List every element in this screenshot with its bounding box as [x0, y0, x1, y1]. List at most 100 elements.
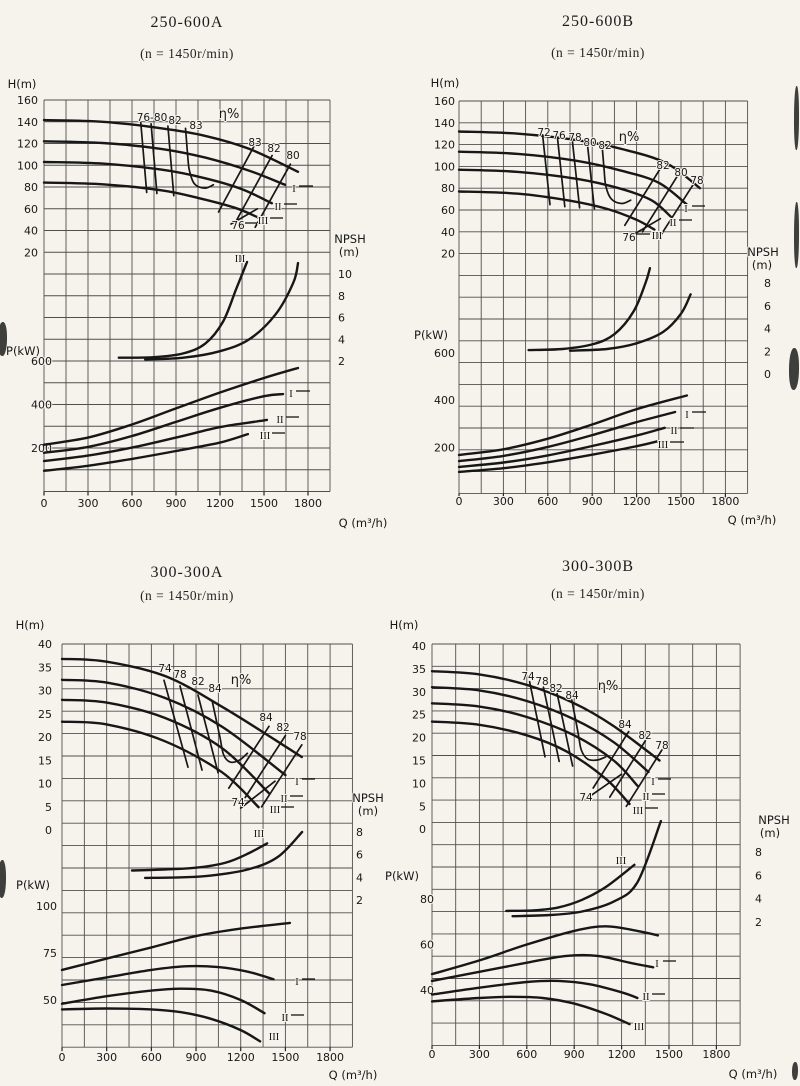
q-tick-300: 300 [78, 497, 99, 510]
curve-eff-78-right [657, 181, 696, 240]
q-tick-0: 0 [41, 497, 48, 510]
h-tick-25: 25 [412, 709, 426, 722]
n-tick-8: 8 [338, 290, 345, 303]
n-axis-label: NPSH [758, 813, 790, 827]
q-tick-600: 600 [516, 1048, 537, 1061]
curve-HQ-I [430, 686, 650, 774]
annotation-78: 78 [568, 132, 581, 144]
annotation-74: 74 [231, 797, 245, 809]
h-tick-40: 40 [24, 225, 38, 238]
annotation-III: III [270, 805, 281, 816]
annotation-I: I [651, 777, 655, 788]
n-axis-label: NPSH [334, 232, 366, 246]
q-tick-1800: 1800 [702, 1048, 730, 1061]
annotation-II: II [671, 426, 678, 437]
q-tick-900: 900 [166, 497, 187, 510]
h-tick-15: 15 [412, 755, 426, 768]
annotation-78: 78 [293, 731, 306, 743]
q-tick-0: 0 [429, 1048, 436, 1061]
n-axis-label-unit: (m) [339, 245, 359, 259]
annotation-78: 78 [690, 175, 703, 187]
curve-eff-82-left [167, 125, 175, 197]
n-axis-label-unit: (m) [358, 804, 378, 818]
curve-HQ-II [457, 168, 672, 218]
curve-eff-82-right [236, 154, 273, 221]
p-tick-600: 600 [434, 347, 455, 360]
q-tick-1800: 1800 [711, 495, 739, 508]
annotation-74: 74 [579, 792, 593, 804]
curve-P-III [42, 432, 250, 472]
curve-eff-82-contour [600, 141, 632, 205]
h-axis-label: H(m) [390, 618, 419, 632]
annotation-III: III [652, 231, 663, 242]
h-tick-140: 140 [17, 116, 38, 129]
curve-HQ-II [430, 702, 639, 787]
p-tick-200: 200 [434, 441, 455, 454]
curve-P-III [60, 1007, 262, 1043]
h-tick-160: 160 [434, 95, 455, 108]
p-tick-400: 400 [31, 399, 52, 412]
curve-NPSH-III [117, 260, 249, 359]
q-axis-label: Q (m³/h) [728, 513, 777, 527]
q-tick-1500: 1500 [250, 497, 278, 510]
grid [431, 643, 741, 1046]
annotation-I: I [292, 184, 296, 195]
annotation-II: II [643, 992, 650, 1003]
curve-eff-80-right [641, 174, 679, 233]
annotation-II: II [282, 1013, 289, 1024]
h-tick-20: 20 [412, 732, 426, 745]
h-tick-40: 40 [412, 640, 426, 653]
annotation-80: 80 [583, 137, 596, 149]
curve-P-top [457, 394, 689, 457]
chart-title-300-300A: 300-300A [150, 564, 224, 581]
n-tick-8: 8 [764, 277, 771, 290]
curve-HQ-II [60, 698, 271, 795]
annotation-84: 84 [565, 690, 579, 702]
curve-eff-78-right [260, 744, 303, 808]
curve-eff-80-right [254, 163, 292, 229]
chart-250-600A: 0 300 600 900 1200 1500 1800 Q (m³/h) 160 140 120 1… [5, 76, 388, 531]
h-tick-10: 10 [412, 777, 426, 790]
chart-speed-250-600B: (n = 1450r/min) [551, 45, 645, 60]
curve-eff-76-left [556, 136, 566, 208]
curve-HQ-top [42, 118, 300, 173]
annotation-76: 76 [231, 220, 245, 232]
annotation-III: III [658, 440, 669, 451]
annotation-I: I [289, 389, 293, 400]
annotation-III: III [634, 1022, 645, 1033]
q-tick-1500: 1500 [271, 1051, 299, 1064]
h-tick-80: 80 [441, 182, 455, 195]
curve-eff-83-contour [184, 127, 215, 189]
n-tick-4: 4 [356, 871, 363, 884]
q-tick-1500: 1500 [655, 1048, 683, 1061]
chart-speed-300-300A: (n = 1450r/min) [140, 588, 234, 603]
annotation-η%: η% [219, 107, 240, 122]
annotation-84: 84 [618, 719, 632, 731]
p-tick-50: 50 [43, 994, 57, 1007]
q-tick-0: 0 [456, 495, 463, 508]
annotation-III: III [258, 216, 269, 227]
n-axis-label: NPSH [352, 791, 384, 805]
annotation-I: I [295, 777, 299, 788]
q-tick-1800: 1800 [294, 497, 322, 510]
curve-eff-74-left [163, 679, 189, 769]
h-tick-20: 20 [24, 246, 38, 259]
annotation-78: 78 [655, 740, 668, 752]
annotation-I: I [655, 959, 659, 970]
annotation-I: I [685, 410, 689, 421]
grid [61, 643, 353, 1048]
annotation-III: III [254, 829, 265, 840]
h-tick-20: 20 [441, 248, 455, 261]
annotation-82: 82 [549, 683, 562, 695]
n-tick-4: 4 [755, 893, 762, 906]
n-tick-6: 6 [338, 312, 345, 325]
annotation-I: I [684, 204, 688, 215]
p-tick-80: 80 [420, 893, 434, 906]
curve-eff-82-left [197, 694, 219, 774]
q-tick-1200: 1200 [623, 495, 651, 508]
n-tick-2: 2 [764, 345, 771, 358]
curve-HQ-III [430, 720, 631, 806]
q-tick-600: 600 [141, 1051, 162, 1064]
n-tick-0: 0 [764, 368, 771, 381]
